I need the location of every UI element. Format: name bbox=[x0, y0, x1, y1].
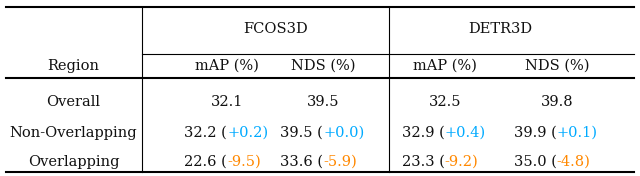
Text: 35.0 (: 35.0 ( bbox=[514, 155, 557, 169]
Text: +0.1): +0.1) bbox=[557, 126, 598, 140]
Text: 39.5: 39.5 bbox=[307, 95, 339, 109]
Text: mAP (%): mAP (%) bbox=[195, 59, 259, 73]
Text: Overlapping: Overlapping bbox=[28, 155, 119, 169]
Text: -5.9): -5.9) bbox=[323, 155, 357, 169]
Text: -9.5): -9.5) bbox=[227, 155, 261, 169]
Text: Non-Overlapping: Non-Overlapping bbox=[10, 126, 138, 140]
Text: 23.3 (: 23.3 ( bbox=[402, 155, 445, 169]
Text: FCOS3D: FCOS3D bbox=[243, 22, 308, 36]
Text: +0.4): +0.4) bbox=[445, 126, 486, 140]
Text: 32.9 (: 32.9 ( bbox=[402, 126, 445, 140]
Text: 39.5 (: 39.5 ( bbox=[280, 126, 323, 140]
Text: 32.2 (: 32.2 ( bbox=[184, 126, 227, 140]
Text: +0.0): +0.0) bbox=[323, 126, 364, 140]
Text: NDS (%): NDS (%) bbox=[525, 59, 589, 73]
Text: 32.5: 32.5 bbox=[429, 95, 461, 109]
Text: 39.8: 39.8 bbox=[541, 95, 573, 109]
Text: -4.8): -4.8) bbox=[557, 155, 591, 169]
Text: Overall: Overall bbox=[47, 95, 100, 109]
Text: 32.1: 32.1 bbox=[211, 95, 243, 109]
Text: Region: Region bbox=[47, 59, 100, 73]
Text: 33.6 (: 33.6 ( bbox=[280, 155, 323, 169]
Text: 39.9 (: 39.9 ( bbox=[514, 126, 557, 140]
Text: NDS (%): NDS (%) bbox=[291, 59, 355, 73]
Text: mAP (%): mAP (%) bbox=[413, 59, 477, 73]
Text: +0.2): +0.2) bbox=[227, 126, 268, 140]
Text: 22.6 (: 22.6 ( bbox=[184, 155, 227, 169]
Text: DETR3D: DETR3D bbox=[468, 22, 532, 36]
Text: -9.2): -9.2) bbox=[445, 155, 479, 169]
